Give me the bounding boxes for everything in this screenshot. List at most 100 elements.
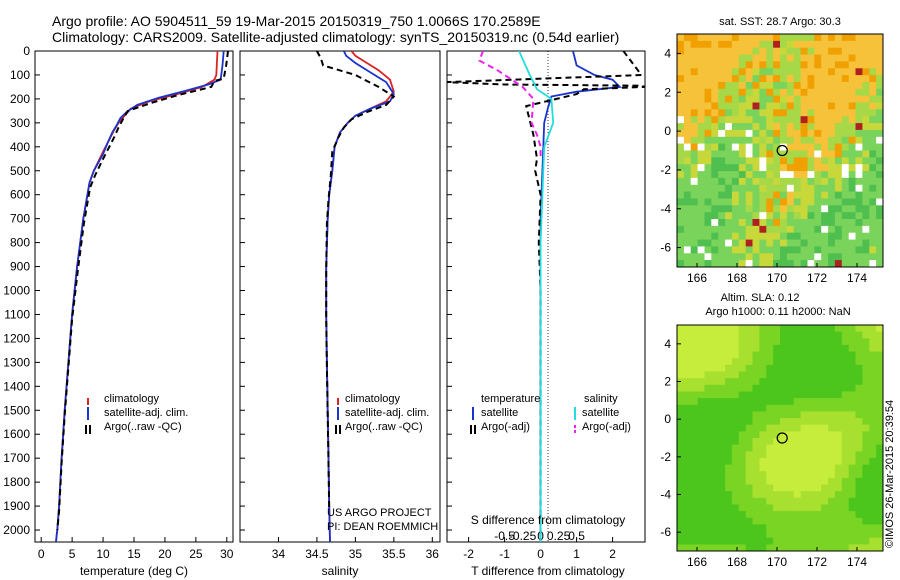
map-cell <box>834 246 843 254</box>
map-cell <box>711 116 719 124</box>
map-cell <box>725 411 733 419</box>
map-cell <box>780 537 788 545</box>
map-cell <box>855 198 863 206</box>
map-cell <box>759 212 767 220</box>
legend-label-s-satellite: satellite <box>582 407 619 419</box>
map-cell <box>773 438 781 446</box>
map-cell <box>725 364 733 373</box>
map-cell <box>683 212 692 220</box>
map-cell <box>690 438 699 446</box>
map-cell <box>677 451 685 459</box>
map-cell <box>821 253 829 261</box>
map-cell <box>814 205 822 213</box>
map-cell <box>834 205 843 213</box>
map-cell <box>841 157 850 165</box>
map-cell <box>841 457 850 466</box>
map-cell <box>786 40 795 49</box>
map-cell <box>738 477 747 486</box>
map-cell <box>780 164 788 172</box>
map-cell <box>697 484 706 492</box>
map-cell <box>862 68 870 76</box>
map-cell <box>786 364 795 373</box>
map-cell <box>821 47 829 56</box>
map-cell <box>752 418 760 426</box>
map-cell <box>862 384 870 392</box>
map-cell <box>683 537 692 545</box>
map-cell <box>821 517 829 525</box>
temperature-axes-frame <box>34 50 234 543</box>
map-cell <box>745 537 754 545</box>
map-cell <box>821 246 829 254</box>
map-cell <box>697 351 706 359</box>
map-cell <box>759 246 767 254</box>
map-cell <box>718 497 726 505</box>
map-cell <box>766 471 774 479</box>
map-cell <box>848 491 857 499</box>
map-cell <box>800 351 809 359</box>
map-cell <box>759 331 767 339</box>
map-cell <box>690 517 699 525</box>
map-cell <box>773 457 781 466</box>
map-cell <box>704 232 712 241</box>
map-cell <box>800 364 809 373</box>
map-cell <box>766 129 774 138</box>
map-cell <box>677 384 685 392</box>
map-cell <box>828 404 836 412</box>
map-cell <box>841 75 850 83</box>
map-cell <box>821 205 829 213</box>
map-cell <box>683 34 692 42</box>
map-cell <box>848 88 857 97</box>
map-cell <box>725 338 733 346</box>
map-cell <box>834 451 843 459</box>
map-cell <box>800 129 809 138</box>
map-cell <box>752 517 760 525</box>
map-cell <box>752 544 760 551</box>
map-cell <box>793 398 802 406</box>
map-cell <box>683 123 692 131</box>
map-x-tick-label: 168 <box>727 555 747 569</box>
map-cell <box>793 123 802 131</box>
map-cell <box>738 116 747 124</box>
map-cell <box>677 232 685 241</box>
map-cell <box>690 253 699 261</box>
map-cell <box>821 484 829 492</box>
map-cell <box>773 331 781 339</box>
map-cell <box>697 205 706 213</box>
map-cell <box>704 378 712 386</box>
map-cell <box>821 544 829 551</box>
map-cell <box>738 225 747 234</box>
map-cell <box>814 246 822 254</box>
map-cell <box>800 378 809 386</box>
map-cell <box>800 191 809 200</box>
map-cell <box>711 150 719 158</box>
map-cell <box>677 471 685 479</box>
map-cell <box>834 424 843 432</box>
map-cell <box>725 438 733 446</box>
map-cell <box>807 225 815 234</box>
series-satellite-adj-clim- <box>55 51 225 542</box>
map-cell <box>848 517 857 525</box>
map-cell <box>711 239 719 248</box>
map-cell <box>793 68 802 76</box>
map-cell <box>766 150 774 158</box>
map-cell <box>780 471 788 479</box>
map-cell <box>690 260 699 267</box>
map-cell <box>800 451 809 459</box>
map-y-tick-label: -2 <box>660 163 671 177</box>
map-cell <box>841 511 850 519</box>
map-cell <box>828 537 836 545</box>
map-cell <box>725 358 733 366</box>
map-cell <box>773 177 781 186</box>
map-cell <box>745 325 754 333</box>
map-cell <box>780 398 788 406</box>
map-cell <box>869 411 877 419</box>
map-cell <box>793 191 802 200</box>
map-cell <box>745 191 754 200</box>
map-cell <box>759 364 767 373</box>
map-cell <box>677 219 685 227</box>
map-cell <box>855 171 863 179</box>
map-cell <box>725 136 733 145</box>
map-cell <box>814 191 822 200</box>
map-cell <box>745 438 754 446</box>
x-tick-label: 30 <box>220 547 234 561</box>
